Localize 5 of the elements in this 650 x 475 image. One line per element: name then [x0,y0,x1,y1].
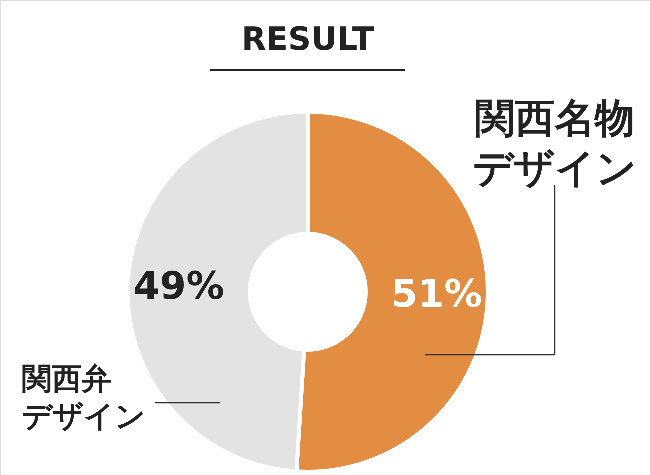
data-label: 49% [134,264,225,308]
slice-label: 関西弁デザイン [22,362,146,434]
slice-label: 関西名物デザイン [473,96,637,192]
chart-title: RESULT [242,20,374,58]
data-label: 51% [391,272,482,316]
